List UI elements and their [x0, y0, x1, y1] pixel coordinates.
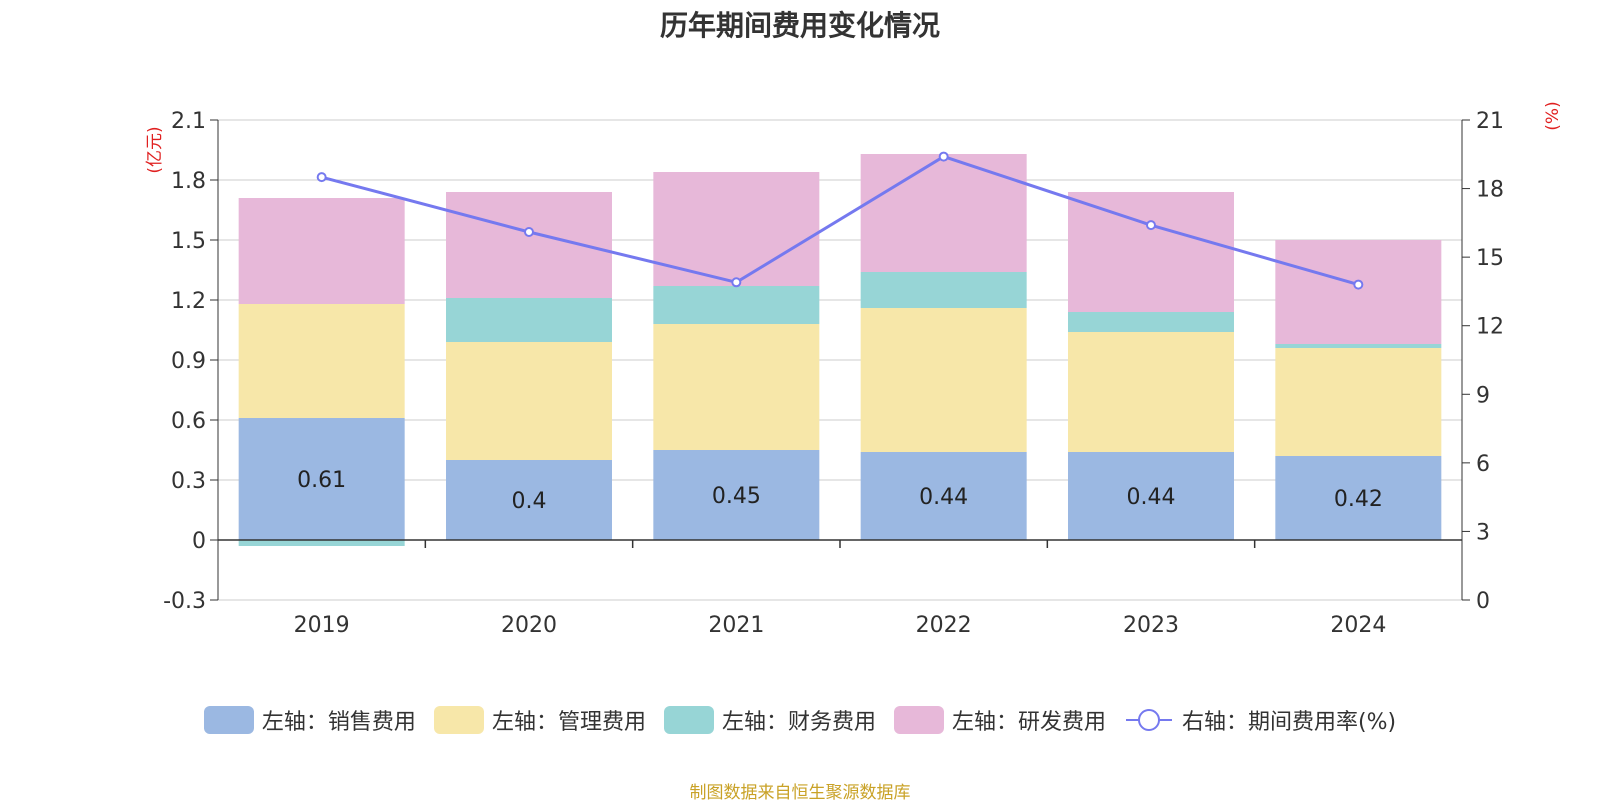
- bar-segment: [1275, 348, 1442, 456]
- y-right-tick-label: 9: [1476, 383, 1490, 408]
- bar-segment: [238, 304, 405, 418]
- bar-segment: [446, 298, 612, 342]
- y-left-tick-label: 1.8: [171, 169, 206, 194]
- rate-point: [1353, 279, 1364, 290]
- chart-legend: 左轴：销售费用 左轴：管理费用 左轴：财务费用 左轴：研发费用 右轴：期间费用率(%): [0, 704, 1600, 736]
- x-tick-label: 2023: [1123, 613, 1179, 638]
- rate-point: [1146, 220, 1156, 231]
- y-left-tick-label: 0.6: [171, 409, 206, 434]
- rate-point: [316, 172, 327, 183]
- bar-segment: [653, 286, 820, 324]
- rate-line: [321, 154, 1359, 287]
- legend-label: 左轴：财务费用: [721, 710, 876, 735]
- x-tick-label: 2022: [916, 613, 972, 638]
- x-tick-label: 2021: [708, 613, 764, 638]
- bar-segment: [653, 324, 820, 450]
- bar-segment: [653, 450, 820, 540]
- bar-segment: [1068, 332, 1234, 452]
- legend-item[interactable]: 左轴：财务费用: [663, 704, 876, 736]
- y-right-tick-label: 21: [1476, 109, 1504, 134]
- y-right-tick-label: 15: [1476, 246, 1504, 271]
- legend-item[interactable]: 右轴：期间费用率(%): [1124, 704, 1396, 736]
- legend-label: 左轴：管理费用: [491, 710, 646, 735]
- bar-segment: [446, 342, 612, 460]
- y-right-tick-label: 6: [1476, 452, 1490, 477]
- bar-data-label: 0.61: [297, 468, 346, 493]
- legend-item[interactable]: 左轴：研发费用: [893, 704, 1106, 736]
- rate-point: [731, 277, 742, 288]
- legend-label: 左轴：研发费用: [951, 710, 1106, 735]
- bar-data-label: 0.42: [1334, 487, 1383, 512]
- chart-title: 历年期间费用变化情况: [659, 9, 940, 42]
- chart-plot-area: 2.1 1.8 1.5 1.2 0.9 0.6 0.3 0 -0.3 21 18 15 12 9 6 3 0 (亿…: [145, 101, 1563, 638]
- rate-point: [524, 227, 534, 237]
- bar-segment: [1068, 192, 1234, 312]
- y-right-axis-label: (%): [1543, 101, 1563, 130]
- bar-segment: [1275, 344, 1442, 348]
- x-tick-label: 2020: [501, 613, 557, 638]
- legend-label: 左轴：销售费用: [261, 710, 416, 735]
- data-source-note: 制图数据来自恒生聚源数据库: [689, 783, 911, 803]
- y-left-tick-label: 0: [192, 529, 206, 554]
- bar-segment: [653, 172, 820, 286]
- bar-segment: [1275, 240, 1442, 344]
- legend-swatch: [893, 706, 944, 734]
- legend-swatch: [433, 706, 484, 734]
- bar-segment: [446, 460, 612, 540]
- bar-segment: [238, 540, 405, 546]
- y-left-axis-label: (亿元): [145, 126, 165, 173]
- bar-segment: [238, 418, 405, 540]
- bar-segment: [860, 154, 1027, 272]
- y-right-tick-label: 0: [1476, 589, 1490, 614]
- legend-label: 右轴：期间费用率(%): [1181, 710, 1397, 735]
- y-left-tick-label: 1.2: [171, 289, 206, 314]
- y-left-tick-label: -0.3: [163, 589, 206, 614]
- y-right-tick-label: 18: [1476, 178, 1504, 203]
- bar-data-label: 0.4: [512, 489, 547, 514]
- bar-segment: [860, 308, 1027, 452]
- y-right-tick-label: 3: [1476, 520, 1490, 545]
- y-right-tick-label: 12: [1476, 315, 1504, 340]
- bar-data-label: 0.45: [712, 484, 761, 509]
- bar-segment: [1068, 452, 1234, 540]
- y-left-tick-label: 2.1: [171, 109, 206, 134]
- bar-data-label: 0.44: [1127, 485, 1176, 510]
- bar-segment: [860, 452, 1027, 540]
- y-left-tick-label: 0.3: [171, 469, 206, 494]
- legend-item[interactable]: 左轴：管理费用: [433, 704, 646, 736]
- y-left-tick-label: 1.5: [171, 229, 206, 254]
- rate-point: [938, 151, 949, 162]
- bar-segment: [860, 272, 1027, 308]
- bar-segment: [1275, 456, 1442, 540]
- bar-segment: [1068, 312, 1234, 332]
- legend-item[interactable]: 左轴：销售费用: [203, 704, 416, 736]
- x-tick-label: 2024: [1330, 613, 1386, 638]
- bar-segment: [238, 198, 405, 304]
- legend-swatch: [663, 706, 714, 734]
- x-tick-label: 2019: [294, 613, 350, 638]
- y-left-tick-label: 0.9: [171, 349, 206, 374]
- legend-swatch: [203, 706, 254, 734]
- bar-data-label: 0.44: [919, 485, 968, 510]
- legend-line-marker-icon: [1125, 709, 1172, 731]
